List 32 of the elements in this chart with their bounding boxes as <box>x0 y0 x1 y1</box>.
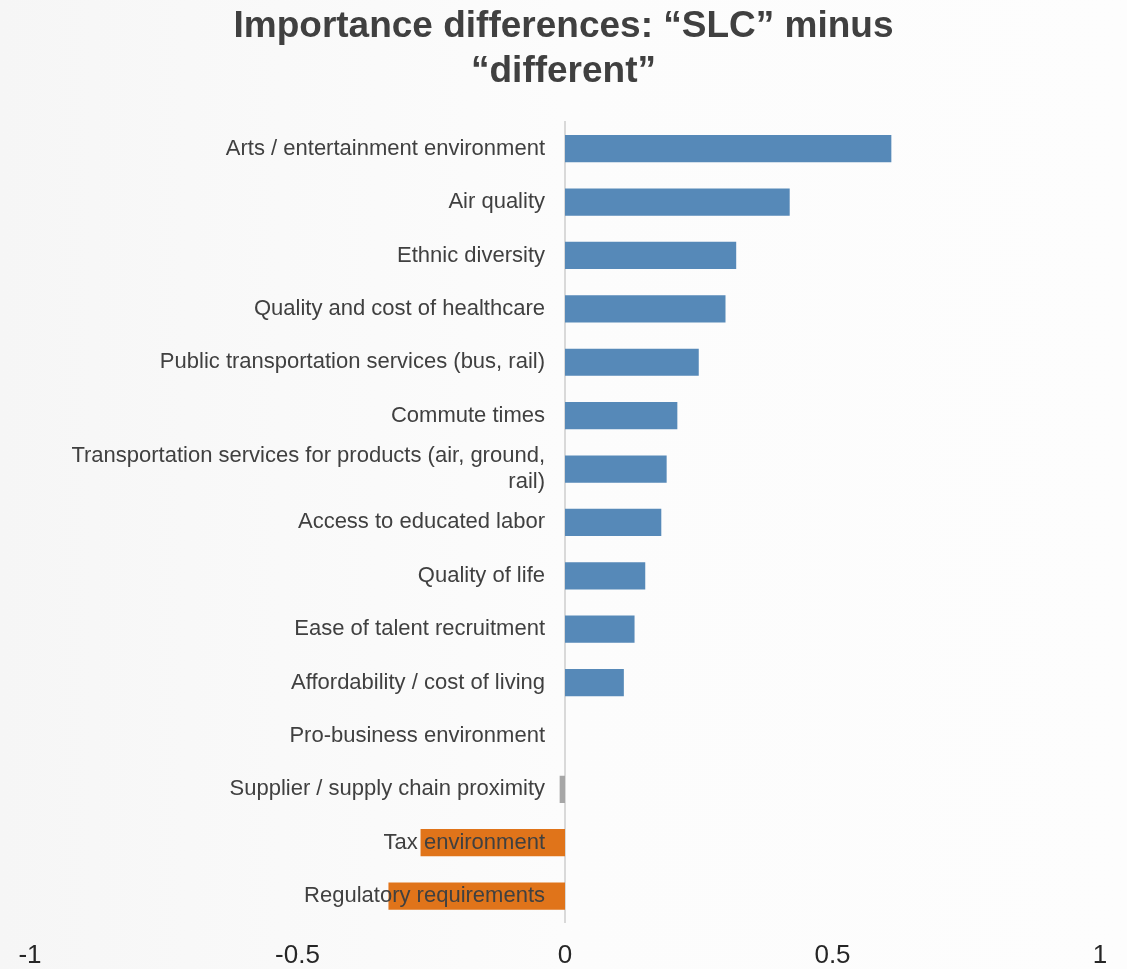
y-tick-label: Transportation services for products (air, ground, rail) <box>71 442 545 494</box>
bar <box>565 188 790 216</box>
y-tick-label: Air quality <box>448 188 545 214</box>
bar <box>559 775 565 803</box>
bar <box>565 508 662 537</box>
x-tick-label: 0.5 <box>814 938 851 969</box>
bar <box>565 455 667 483</box>
bar <box>565 135 892 163</box>
bar <box>565 348 699 376</box>
y-tick-label: Tax environment <box>383 828 545 854</box>
y-tick-label: Supplier / supply chain proximity <box>229 775 545 801</box>
y-tick-label: Ethnic diversity <box>397 241 545 267</box>
bar <box>565 668 624 697</box>
y-tick-label: Affordability / cost of living <box>291 668 545 694</box>
x-tick-label: -1 <box>18 938 42 969</box>
x-tick-label: -0.5 <box>275 938 320 969</box>
y-tick-label: Pro-business environment <box>289 722 545 748</box>
y-tick-label: Quality and cost of healthcare <box>253 294 545 320</box>
y-tick-label: Quality of life <box>417 561 545 587</box>
bar <box>565 562 646 590</box>
y-tick-label: Ease of talent recruitment <box>294 615 545 641</box>
y-tick-label: Access to educated labor <box>297 508 545 534</box>
bar <box>565 615 635 643</box>
y-tick-label: Public transportation services (bus, rail) <box>159 348 545 374</box>
x-tick-label: 1 <box>1092 938 1108 969</box>
chart-title: Importance differences: “SLC” minus “different” <box>232 3 895 92</box>
y-tick-label: Commute times <box>390 401 545 427</box>
bar <box>565 402 678 430</box>
bar <box>565 295 726 323</box>
y-tick-label: Arts / entertainment environment <box>225 134 545 160</box>
bar <box>565 241 737 270</box>
x-tick-label: 0 <box>557 938 573 969</box>
